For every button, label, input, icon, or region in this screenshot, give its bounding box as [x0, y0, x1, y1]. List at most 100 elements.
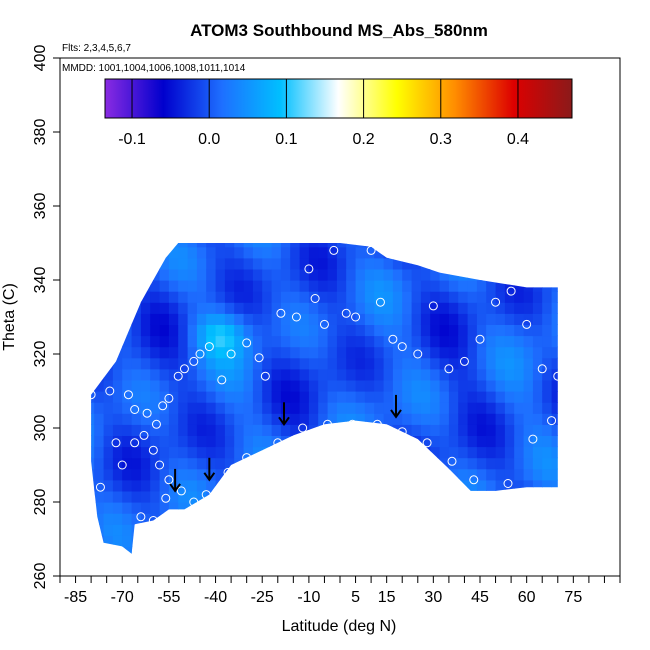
field-cell	[504, 479, 515, 492]
field-cell	[532, 280, 543, 292]
field-cell	[187, 402, 198, 414]
field-cell	[252, 280, 263, 292]
field-cell	[206, 546, 217, 554]
field-cell	[504, 402, 515, 414]
field-cell	[355, 502, 366, 514]
field-cell	[364, 468, 375, 481]
field-cell	[336, 413, 347, 425]
field-cell	[94, 243, 105, 248]
field-cell	[112, 324, 123, 337]
field-cell	[364, 246, 375, 259]
field-cell	[76, 391, 86, 403]
field-cell	[140, 502, 151, 514]
field-cell	[281, 558, 291, 570]
field-cell	[411, 524, 422, 536]
field-cell	[94, 479, 105, 492]
field-cell	[94, 513, 105, 525]
field-cell	[131, 368, 142, 381]
field-cell	[280, 457, 291, 470]
sample-point	[310, 294, 320, 303]
field-cell	[420, 524, 431, 536]
field-cell	[206, 368, 217, 381]
field-cell	[234, 313, 245, 325]
field-cell	[561, 524, 571, 536]
field-cell	[308, 379, 319, 392]
field-cell	[355, 513, 366, 525]
field-cell	[439, 446, 450, 459]
field-cell	[561, 402, 571, 414]
field-cell	[495, 413, 506, 425]
field-cell	[392, 413, 403, 425]
field-cell	[364, 435, 375, 448]
field-cell	[439, 391, 450, 403]
field-cell	[252, 257, 263, 270]
field-cell	[476, 291, 487, 303]
field-cell	[355, 379, 366, 392]
field-cell	[150, 268, 161, 281]
field-cell	[383, 490, 394, 503]
field-cell	[327, 280, 338, 292]
field-cell	[308, 479, 319, 492]
field-cell	[262, 402, 273, 414]
sample-point	[537, 364, 547, 374]
field-cell	[532, 246, 543, 259]
field-cell	[150, 335, 161, 348]
field-cell	[467, 457, 478, 470]
field-cell	[411, 346, 422, 359]
field-cell	[112, 379, 123, 392]
field-cell	[392, 546, 403, 554]
field-cell	[411, 490, 422, 503]
field-cell	[196, 313, 207, 325]
field-cell	[495, 368, 506, 381]
field-cell	[420, 535, 431, 547]
field-cell	[523, 391, 534, 403]
field-cell	[318, 379, 329, 392]
field-cell	[112, 468, 123, 481]
field-cell	[542, 391, 553, 403]
field-cell	[215, 513, 226, 525]
field-cell	[262, 335, 273, 348]
field-cell	[234, 502, 245, 514]
field-cell	[140, 257, 151, 270]
field-cell	[271, 457, 282, 470]
field-cell	[196, 246, 207, 259]
field-cell	[308, 335, 319, 348]
field-cell	[150, 435, 161, 448]
field-cell	[131, 302, 142, 314]
field-cell	[215, 413, 226, 425]
field-cell	[243, 302, 254, 314]
field-cell	[168, 368, 179, 381]
field-cell	[467, 313, 478, 325]
field-cell	[495, 379, 506, 392]
field-cell	[402, 457, 413, 470]
field-cell	[551, 535, 558, 547]
field-cell	[318, 246, 329, 259]
field-cell	[514, 246, 525, 259]
field-cell	[439, 313, 450, 325]
field-cell	[467, 513, 478, 525]
field-cell	[290, 302, 301, 314]
field-cell	[280, 413, 291, 425]
field-cell	[76, 313, 86, 325]
field-cell	[262, 424, 273, 436]
field-cell	[252, 243, 263, 248]
field-cell	[168, 424, 179, 436]
field-cell	[131, 468, 142, 481]
sample-point	[164, 393, 174, 403]
field-cell	[112, 446, 123, 459]
field-cell	[280, 424, 291, 436]
field-cell	[262, 479, 273, 492]
field-cell	[280, 391, 291, 403]
field-cell	[430, 302, 441, 314]
field-cell	[402, 324, 413, 337]
field-cell	[187, 324, 198, 337]
field-cell	[392, 257, 403, 270]
field-cell	[178, 357, 189, 370]
field-cell	[94, 558, 104, 570]
field-cell	[215, 391, 226, 403]
field-cell	[122, 502, 133, 514]
field-cell	[252, 246, 263, 259]
field-cell	[430, 379, 441, 392]
field-cell	[243, 424, 254, 436]
